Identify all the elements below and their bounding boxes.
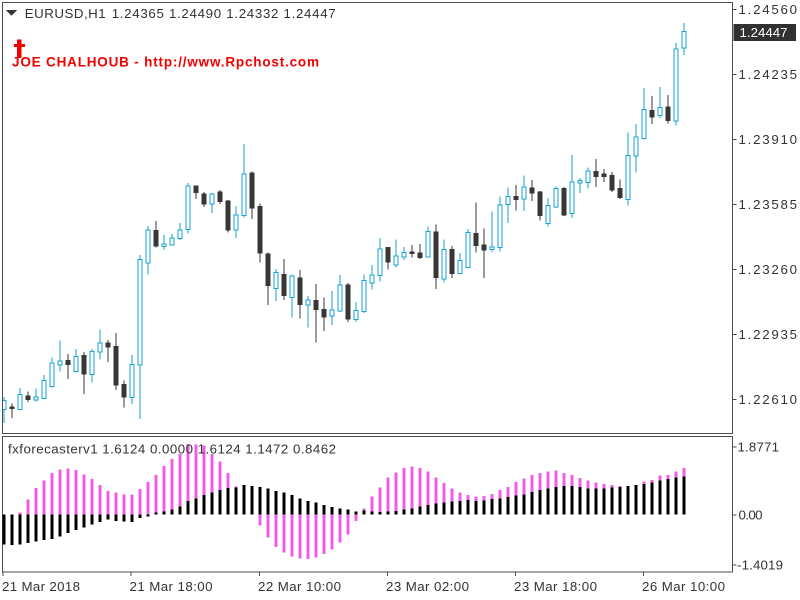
svg-text:23 Mar 02:00: 23 Mar 02:00 — [386, 579, 469, 594]
svg-text:0.00: 0.00 — [739, 508, 763, 523]
svg-text:1.23585: 1.23585 — [739, 197, 798, 212]
svg-text:JOE CHALHOUB - http://www.Rpch: JOE CHALHOUB - http://www.Rpchost.com — [12, 54, 319, 69]
svg-text:fxforecasterv1 1.6124 0.0000 1: fxforecasterv1 1.6124 0.0000 1.6124 1.14… — [8, 441, 336, 456]
svg-text:21 Mar 2018: 21 Mar 2018 — [2, 579, 80, 594]
svg-text:22 Mar 10:00: 22 Mar 10:00 — [258, 579, 341, 594]
svg-text:1.23910: 1.23910 — [739, 132, 798, 147]
svg-text:1.24560: 1.24560 — [739, 2, 798, 17]
svg-text:26 Mar 10:00: 26 Mar 10:00 — [642, 579, 725, 594]
svg-text:1.24447: 1.24447 — [740, 25, 788, 40]
svg-text:1.8771: 1.8771 — [738, 440, 780, 455]
svg-text:-1.4019: -1.4019 — [737, 558, 783, 573]
svg-text:23 Mar 18:00: 23 Mar 18:00 — [514, 579, 597, 594]
svg-text:1.22935: 1.22935 — [739, 327, 798, 342]
svg-text:1.24235: 1.24235 — [739, 67, 798, 82]
svg-text:1.22610: 1.22610 — [739, 392, 798, 407]
svg-text:21 Mar 18:00: 21 Mar 18:00 — [130, 579, 213, 594]
svg-text:1.24365 1.24490 1.24332 1.2444: 1.24365 1.24490 1.24332 1.24447 — [112, 6, 336, 21]
svg-text:1.23260: 1.23260 — [739, 262, 798, 277]
svg-text:EURUSD,H1: EURUSD,H1 — [25, 6, 106, 21]
